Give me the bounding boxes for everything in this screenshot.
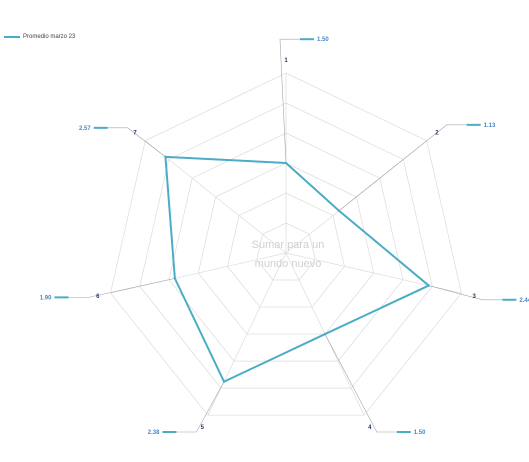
value-label: 2.57	[79, 126, 91, 132]
grid-ring	[197, 162, 375, 335]
leader-line	[176, 381, 225, 433]
value-label: 2.38	[148, 430, 160, 436]
axis-label: 2	[435, 131, 439, 137]
legend-swatch	[4, 36, 20, 38]
grid-spoke	[207, 252, 287, 416]
data-point	[284, 161, 288, 165]
axis-label: 7	[133, 131, 137, 137]
leader-line	[279, 38, 300, 164]
value-label: 1.90	[40, 295, 52, 301]
value-label: 1.13	[484, 123, 496, 129]
radar-grid	[110, 72, 462, 416]
data-point	[427, 284, 430, 287]
label-layer: 1 2 3 4 5 6 7 1.50 1.13 2.44 1.50 2.38 1.90 2.57	[40, 37, 529, 436]
leader-line	[324, 333, 397, 433]
grid-spoke	[145, 140, 287, 254]
watermark-line-2: mundo nuevo	[254, 258, 322, 270]
axis-label: 5	[201, 425, 205, 431]
value-label: 1.50	[414, 430, 426, 436]
series-line	[164, 155, 430, 383]
legend-label: Promedio marzo 23	[23, 34, 76, 40]
value-label: 1.50	[317, 37, 329, 43]
leader-line	[428, 285, 503, 301]
value-label: 2.44	[519, 298, 529, 304]
data-point	[173, 277, 177, 280]
leader-lines	[54, 38, 517, 433]
leader-line	[107, 127, 166, 158]
axis-label: 1	[284, 58, 288, 64]
leader-line	[68, 278, 175, 298]
grid-ring	[168, 132, 404, 362]
grid-ring	[256, 222, 316, 281]
leader-line	[338, 124, 467, 211]
series-layer	[164, 155, 430, 383]
grid-ring	[110, 72, 462, 416]
data-point	[337, 209, 341, 212]
watermark-line-1: Sumar para un	[251, 239, 325, 251]
data-point	[164, 155, 167, 159]
watermark: Sumar para un mundo nuevo	[228, 236, 348, 274]
axis-label: 3	[472, 294, 476, 300]
legend: Promedio marzo 23	[4, 34, 75, 40]
data-point	[222, 380, 226, 383]
grid-ring	[227, 192, 345, 308]
data-point	[323, 332, 327, 336]
grid-ring	[139, 102, 433, 389]
axis-label: 6	[96, 294, 100, 300]
axis-label: 4	[368, 425, 372, 431]
